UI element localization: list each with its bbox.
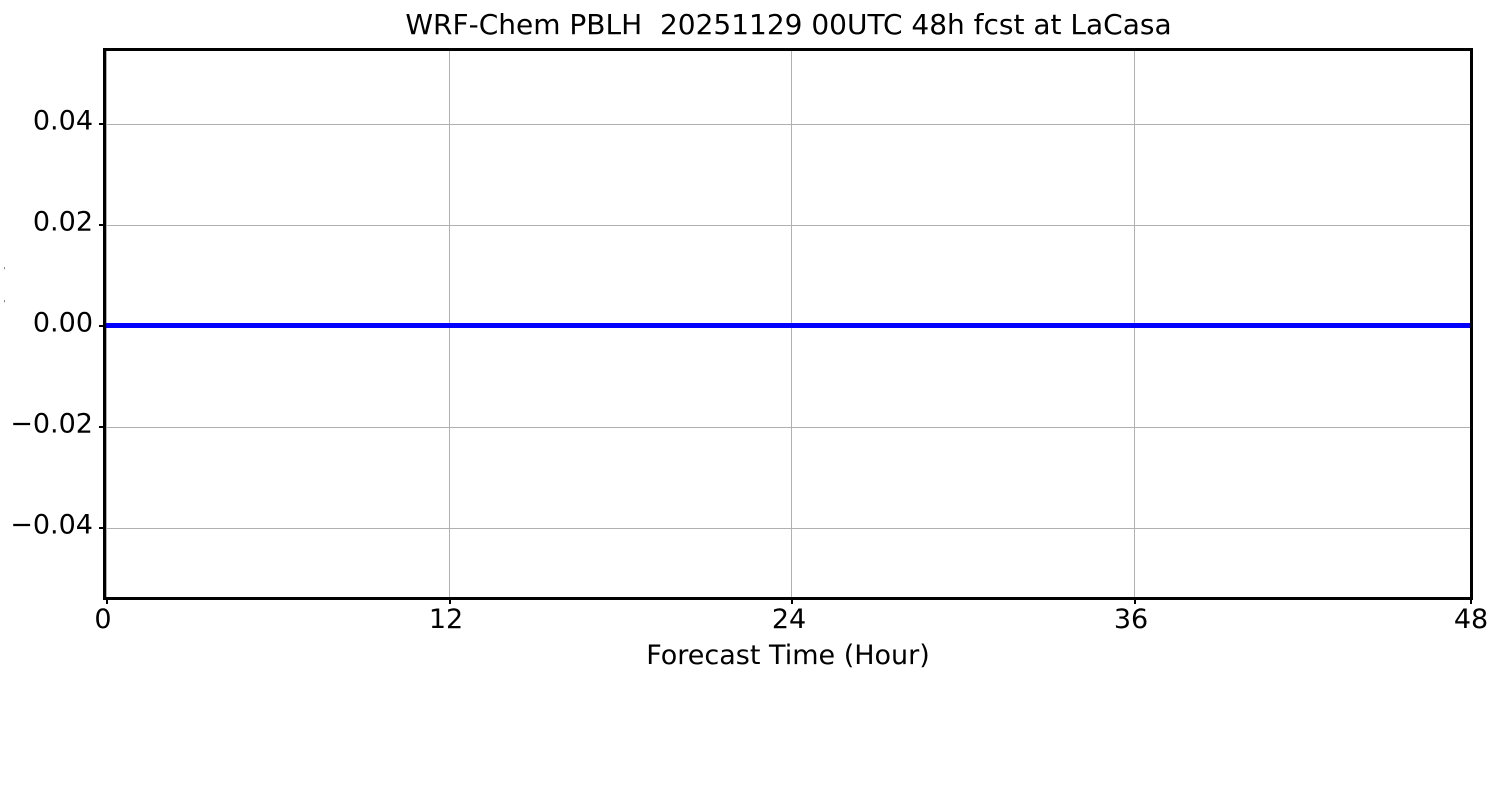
plot-area: [99, 48, 1473, 604]
gridline-horizontal-0.04: [106, 124, 1470, 125]
ytick-mark-0.00: [99, 325, 106, 327]
xtick-label-24: 24: [771, 604, 807, 635]
y-axis-label-clip: PBLH (m): [0, 48, 5, 600]
ytick-mark-0.02: [99, 224, 106, 226]
xtick-label-36: 36: [1113, 604, 1149, 635]
xtick-mark-12: [449, 597, 451, 604]
series-layer: [106, 51, 1470, 597]
xtick-mark-36: [1134, 597, 1136, 604]
series-line-pblh: [106, 323, 1470, 328]
xtick-mark-48: [1470, 597, 1472, 604]
xtick-label-0: 0: [94, 604, 112, 635]
ytick-label-0.02: 0.02: [32, 206, 93, 238]
ytick-label--0.02: −0.02: [10, 408, 93, 440]
gridline-horizontal--0.02: [106, 427, 1470, 428]
x-axis-label: Forecast Time (Hour): [646, 640, 930, 671]
xtick-label-12: 12: [428, 604, 464, 635]
xtick-mark-24: [791, 597, 793, 604]
chart-title: WRF-Chem PBLH 20251129 00UTC 48h fcst at…: [405, 8, 1172, 41]
gridline-horizontal-0.02: [106, 225, 1470, 226]
xtick-mark-0: [106, 597, 108, 604]
ytick-mark--0.02: [99, 426, 106, 428]
ytick-label--0.04: −0.04: [10, 509, 93, 541]
ytick-label-0.00: 0.00: [32, 307, 93, 339]
ytick-labels: 0.04 0.02 0.00 −0.02 −0.04: [0, 48, 93, 600]
ytick-mark-0.04: [99, 123, 106, 125]
y-axis-label: PBLH (m): [1, 260, 5, 388]
gridline-horizontal--0.04: [106, 528, 1470, 529]
ytick-mark--0.04: [99, 527, 106, 529]
xtick-label-48: 48: [1453, 604, 1489, 635]
ytick-label-0.04: 0.04: [32, 105, 93, 137]
